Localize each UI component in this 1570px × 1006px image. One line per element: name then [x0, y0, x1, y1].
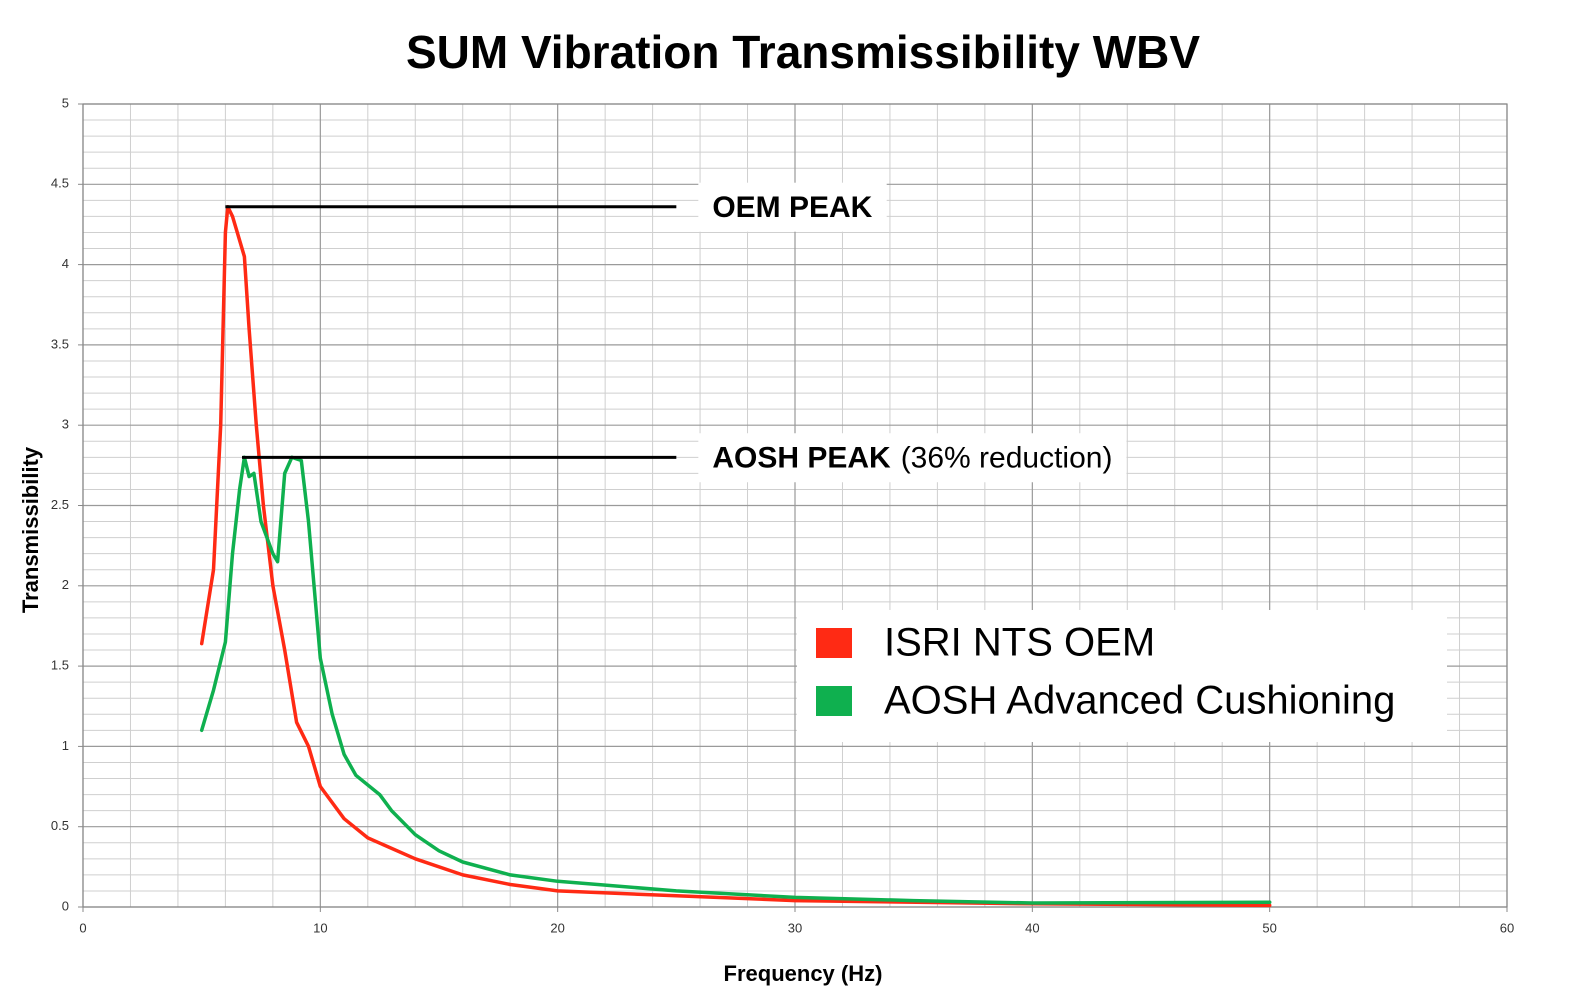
x-tick-label: 30 — [788, 920, 802, 935]
plot — [199, 205, 1272, 908]
annotation-text: AOSH PEAK — [712, 441, 891, 474]
legend-label: AOSH Advanced Cushioning — [884, 679, 1395, 723]
x-axis-label: Frequency (Hz) — [724, 961, 883, 986]
legend-background — [797, 610, 1447, 742]
y-tick-label: 4.5 — [51, 176, 69, 191]
y-tick-label: 5 — [62, 95, 69, 110]
annotation: OEM PEAK — [712, 191, 872, 224]
annotation-background — [698, 433, 1127, 483]
annotation-note: (36% reduction) — [901, 441, 1113, 474]
legend-swatch — [816, 628, 852, 658]
legend-swatch — [816, 686, 852, 716]
x-tick-label: 0 — [79, 920, 86, 935]
x-tick-label: 10 — [313, 920, 327, 935]
overlay: OEM PEAK AOSH PEAK (36% reduction) ISRI NTS… — [225, 182, 1447, 742]
x-tick-label: 20 — [550, 920, 564, 935]
annotation-background — [698, 182, 887, 232]
annotation-text: OEM PEAK — [712, 191, 872, 224]
y-tick-label: 4 — [62, 256, 69, 271]
x-tick-label: 40 — [1025, 920, 1039, 935]
legend-label: ISRI NTS OEM — [884, 621, 1155, 665]
y-tick-label: 3 — [62, 417, 69, 432]
chart-title: SUM Vibration Transmissibility WBV — [406, 26, 1200, 78]
y-tick-label: 3.5 — [51, 336, 69, 351]
x-tick-label: 60 — [1500, 920, 1514, 935]
y-tick-label: 0.5 — [51, 818, 69, 833]
y-tick-label: 1 — [62, 738, 69, 753]
series-line — [199, 205, 1272, 908]
y-axis-label: Transmissibility — [18, 446, 43, 613]
plot-border — [82, 103, 1508, 908]
annotation: AOSH PEAK (36% reduction) — [712, 441, 1112, 474]
y-tick-label: 2.5 — [51, 497, 69, 512]
y-tick-label: 1.5 — [51, 658, 69, 673]
y-tick-label: 2 — [62, 577, 69, 592]
y-tick-label: 0 — [62, 898, 69, 913]
x-tick-label: 50 — [1262, 920, 1276, 935]
